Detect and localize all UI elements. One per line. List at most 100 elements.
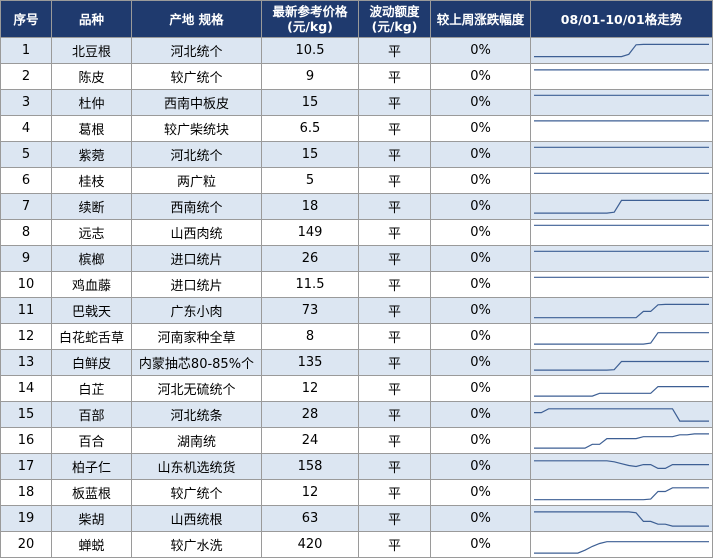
row-change: 平 — [358, 219, 431, 246]
row-index: 6 — [0, 167, 52, 194]
table-header-row: 序号 品种 产地 规格 最新参考价格 (元/kg) 波动额度 (元/kg) 较上… — [0, 0, 713, 38]
row-weekly-pct: 0% — [430, 297, 531, 324]
row-price: 149 — [261, 219, 359, 246]
row-price: 28 — [261, 401, 359, 428]
row-index: 3 — [0, 89, 52, 116]
row-price: 9 — [261, 63, 359, 90]
row-change: 平 — [358, 505, 431, 532]
row-trend — [530, 219, 713, 246]
trend-sparkline — [534, 120, 709, 122]
trend-sparkline — [534, 541, 709, 554]
row-spec: 河北统个 — [131, 37, 262, 64]
row-spec: 内蒙抽芯80-85%个 — [131, 349, 262, 376]
row-variety: 白鲜皮 — [51, 349, 132, 376]
row-change: 平 — [358, 297, 431, 324]
row-weekly-pct: 0% — [430, 167, 531, 194]
col-header-variety: 品种 — [51, 0, 132, 38]
row-index: 4 — [0, 115, 52, 142]
row-price: 15 — [261, 89, 359, 116]
row-weekly-pct: 0% — [430, 63, 531, 90]
row-index: 12 — [0, 323, 52, 350]
row-spec: 较广柴统块 — [131, 115, 262, 142]
row-variety: 鸡血藤 — [51, 271, 132, 298]
col-header-origin-spec: 产地 规格 — [131, 0, 262, 38]
row-index: 5 — [0, 141, 52, 168]
row-trend — [530, 271, 713, 298]
trend-sparkline — [534, 224, 709, 226]
col-header-price-line1: 最新参考价格 — [272, 4, 348, 19]
row-weekly-pct: 0% — [430, 89, 531, 116]
trend-line — [534, 303, 709, 319]
table-row: 19 柴胡 山西统根 63 平 0% — [0, 505, 713, 532]
row-price: 420 — [261, 531, 359, 558]
table-row: 4 葛根 较广柴统块 6.5 平 0% — [0, 115, 713, 142]
col-header-change-line1: 波动额度 — [369, 4, 420, 19]
trend-sparkline — [534, 303, 709, 319]
row-weekly-pct: 0% — [430, 141, 531, 168]
row-index: 8 — [0, 219, 52, 246]
row-spec: 较广统个 — [131, 63, 262, 90]
row-variety: 葛根 — [51, 115, 132, 142]
row-weekly-pct: 0% — [430, 401, 531, 428]
col-header-change: 波动额度 (元/kg) — [358, 0, 431, 38]
row-price: 10.5 — [261, 37, 359, 64]
row-variety: 槟榔 — [51, 245, 132, 272]
row-weekly-pct: 0% — [430, 271, 531, 298]
row-price: 11.5 — [261, 271, 359, 298]
row-index: 9 — [0, 245, 52, 272]
trend-line — [534, 408, 709, 422]
row-index: 20 — [0, 531, 52, 558]
trend-sparkline — [534, 276, 709, 278]
trend-line — [534, 43, 709, 58]
row-variety: 紫菀 — [51, 141, 132, 168]
row-weekly-pct: 0% — [430, 427, 531, 454]
row-price: 135 — [261, 349, 359, 376]
row-change: 平 — [358, 63, 431, 90]
table-row: 1 北豆根 河北统个 10.5 平 0% — [0, 37, 713, 64]
table-row: 5 紫菀 河北统个 15 平 0% — [0, 141, 713, 168]
row-trend — [530, 349, 713, 376]
row-change: 平 — [358, 89, 431, 116]
row-weekly-pct: 0% — [430, 245, 531, 272]
trend-sparkline — [534, 487, 709, 501]
row-spec: 广东小肉 — [131, 297, 262, 324]
row-change: 平 — [358, 323, 431, 350]
col-header-index: 序号 — [0, 0, 52, 38]
row-spec: 河北统条 — [131, 401, 262, 428]
row-trend — [530, 375, 713, 402]
row-spec: 两广粒 — [131, 167, 262, 194]
row-spec: 河北无硫统个 — [131, 375, 262, 402]
trend-line — [534, 487, 709, 501]
table-row: 2 陈皮 较广统个 9 平 0% — [0, 63, 713, 90]
table-row: 10 鸡血藤 进口统片 11.5 平 0% — [0, 271, 713, 298]
row-trend — [530, 401, 713, 428]
table-row: 18 板蓝根 较广统个 12 平 0% — [0, 479, 713, 506]
col-header-change-line2: (元/kg) — [371, 19, 418, 34]
row-change: 平 — [358, 479, 431, 506]
table-row: 20 蝉蜕 较广水洗 420 平 0% — [0, 531, 713, 558]
table-row: 11 巴戟天 广东小肉 73 平 0% — [0, 297, 713, 324]
row-weekly-pct: 0% — [430, 349, 531, 376]
row-trend — [530, 531, 713, 558]
row-index: 1 — [0, 37, 52, 64]
col-header-trend: 08/01-10/01格走势 — [530, 0, 713, 38]
row-trend — [530, 89, 713, 116]
row-change: 平 — [358, 453, 431, 480]
row-index: 15 — [0, 401, 52, 428]
row-index: 18 — [0, 479, 52, 506]
trend-sparkline — [534, 172, 709, 174]
row-variety: 远志 — [51, 219, 132, 246]
row-trend — [530, 323, 713, 350]
row-price: 73 — [261, 297, 359, 324]
table-row: 9 槟榔 进口统片 26 平 0% — [0, 245, 713, 272]
row-trend — [530, 505, 713, 532]
row-spec: 西南中板皮 — [131, 89, 262, 116]
row-index: 2 — [0, 63, 52, 90]
trend-sparkline — [534, 433, 709, 449]
table-row: 12 白花蛇舌草 河南家种全草 8 平 0% — [0, 323, 713, 350]
row-trend — [530, 141, 713, 168]
row-weekly-pct: 0% — [430, 219, 531, 246]
trend-sparkline — [534, 199, 709, 214]
row-price: 5 — [261, 167, 359, 194]
row-spec: 河南家种全草 — [131, 323, 262, 350]
